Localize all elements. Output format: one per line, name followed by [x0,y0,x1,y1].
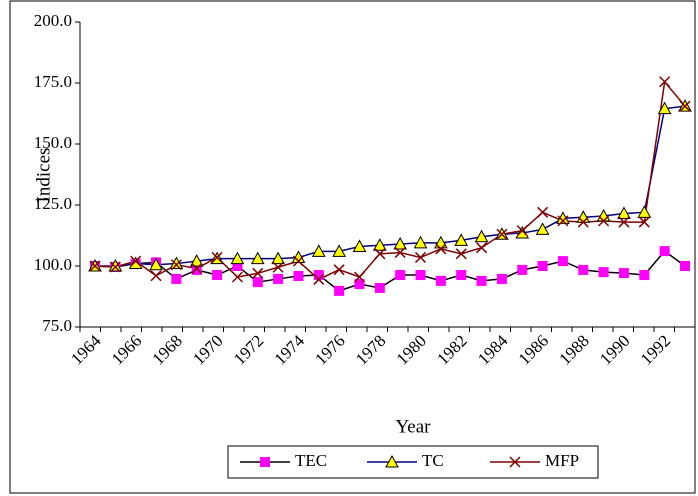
marker [435,275,446,286]
chart-frame [9,0,696,494]
marker [292,255,304,267]
marker [250,251,265,265]
marker [657,101,672,115]
marker [89,260,101,272]
marker [598,215,610,227]
marker [496,228,508,240]
marker [232,261,243,271]
marker [332,244,346,257]
marker [516,225,528,237]
marker [354,279,365,290]
marker [169,256,184,270]
marker [474,229,489,243]
marker [313,273,325,285]
marker [517,264,528,275]
marker [109,261,121,273]
marker [598,267,609,278]
marker [535,222,550,235]
marker [659,76,671,88]
marker [476,242,488,254]
marker [189,254,204,267]
marker [374,282,385,293]
marker [272,261,284,273]
marker [372,238,387,251]
marker [618,216,630,228]
legend-label: TEC [295,451,327,470]
marker [679,100,691,112]
marker [293,271,304,282]
legend-label: MFP [545,451,579,470]
marker [385,454,399,468]
marker [557,215,569,227]
y-tick-label: 75.0 [42,316,72,335]
marker [170,259,182,271]
marker [230,251,245,265]
y-axis-label: Indices [33,148,54,203]
marker [150,270,162,282]
marker [456,270,467,281]
marker [260,457,270,467]
marker [334,285,345,296]
marker [252,267,264,279]
marker [212,270,223,281]
marker [191,262,203,274]
marker [537,206,549,218]
marker [191,264,202,275]
y-tick-label: 175.0 [34,72,72,91]
marker [639,270,650,281]
marker [617,206,631,220]
marker [476,275,487,286]
marker [311,244,326,257]
marker [455,248,467,260]
y-tick-label: 200.0 [34,11,72,30]
marker [271,251,285,265]
marker [395,270,406,281]
marker [333,264,345,276]
marker [393,236,408,250]
marker [291,250,306,263]
marker [659,246,670,257]
marker [454,233,469,246]
marker [374,248,386,260]
marker [637,205,652,218]
marker [415,270,426,281]
marker [108,258,123,272]
x-axis-label: Year [395,416,431,437]
marker [149,257,163,271]
legend-label: TC [422,451,444,470]
marker [638,216,650,228]
marker [413,235,428,249]
marker [211,251,223,263]
marker [496,273,507,284]
marker [313,270,324,281]
marker [130,255,142,267]
marker [509,456,521,468]
y-tick-label: 150.0 [34,133,72,152]
y-tick-label: 125.0 [34,194,72,213]
marker [435,243,447,255]
marker [252,277,263,288]
marker [414,251,427,263]
marker [618,268,629,279]
marker [578,264,589,275]
marker [680,261,690,271]
y-tick-label: 100.0 [34,255,72,274]
marker [171,273,182,284]
marker [577,216,589,228]
marker [353,271,366,283]
marker [231,271,243,283]
marker [273,273,284,284]
marker [537,261,548,271]
marker [394,247,406,259]
marker [352,239,367,252]
marker [557,256,568,267]
